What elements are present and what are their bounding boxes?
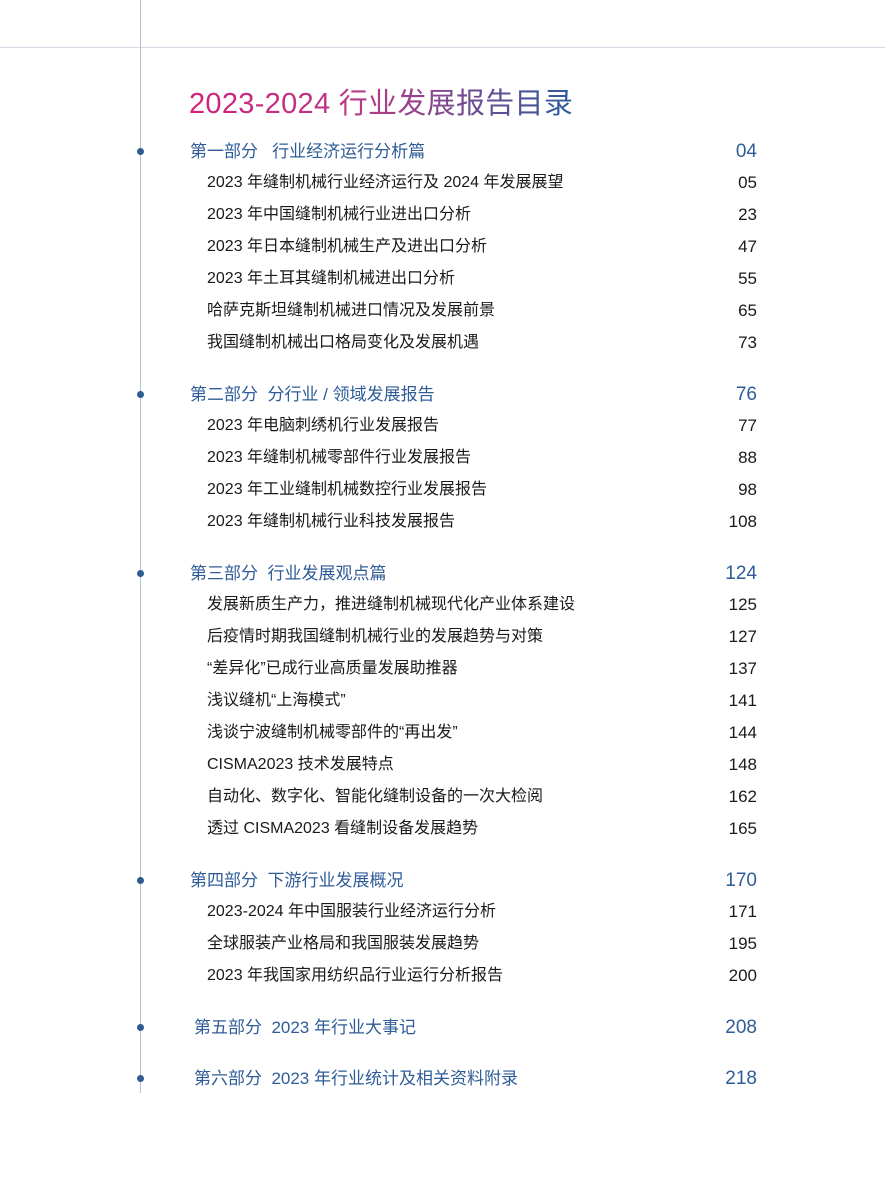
toc-section-4[interactable]: 第四部分 下游行业发展概况 170: [0, 869, 885, 893]
entry-page-number: 195: [728, 934, 757, 953]
section-title: 第四部分 下游行业发展概况: [190, 871, 404, 890]
toc-entry[interactable]: 透过 CISMA2023 看缝制设备发展趋势 165: [0, 817, 885, 841]
entry-page-number: 98: [738, 480, 757, 499]
toc-entry[interactable]: 全球服装产业格局和我国服装发展趋势 195: [0, 932, 885, 956]
entry-title: 2023 年缝制机械行业经济运行及 2024 年发展展望: [207, 174, 564, 191]
bullet-dot-icon: [137, 1075, 144, 1082]
toc-entry[interactable]: “差异化”已成行业高质量发展助推器 137: [0, 657, 885, 681]
entry-page-number: 47: [738, 237, 757, 256]
top-rule: [0, 47, 885, 48]
toc-entry[interactable]: 我国缝制机械出口格局变化及发展机遇 73: [0, 331, 885, 355]
toc-section-6[interactable]: 第六部分 2023 年行业统计及相关资料附录 218: [0, 1067, 885, 1091]
toc-entry[interactable]: 哈萨克斯坦缝制机械进口情况及发展前景 65: [0, 299, 885, 323]
section-page-number: 76: [735, 384, 757, 405]
section-title: 第三部分 行业发展观点篇: [190, 564, 387, 583]
section-title: 第五部分 2023 年行业大事记: [194, 1018, 416, 1037]
toc-entry[interactable]: 发展新质生产力，推进缝制机械现代化产业体系建设 125: [0, 593, 885, 617]
toc-entry[interactable]: 2023 年我国家用纺织品行业运行分析报告 200: [0, 964, 885, 988]
entry-title: 浅谈宁波缝制机械零部件的“再出发”: [207, 724, 458, 741]
entry-title: 透过 CISMA2023 看缝制设备发展趋势: [207, 820, 479, 837]
section-page-number: 04: [735, 141, 757, 162]
section-title: 第二部分 分行业 / 领域发展报告: [190, 385, 435, 404]
entry-title: 全球服装产业格局和我国服装发展趋势: [207, 935, 480, 952]
entry-title: CISMA2023 技术发展特点: [207, 756, 394, 773]
toc-entry[interactable]: 2023 年电脑刺绣机行业发展报告 77: [0, 414, 885, 438]
entry-title: 2023 年缝制机械行业科技发展报告: [207, 513, 456, 530]
entry-page-number: 165: [728, 819, 757, 838]
entry-page-number: 200: [728, 966, 757, 985]
section-page-number: 218: [725, 1068, 757, 1089]
toc-entry[interactable]: 浅议缝机“上海模式” 141: [0, 689, 885, 713]
entry-title: 2023-2024 年中国服装行业经济运行分析: [207, 903, 496, 920]
entry-title: 2023 年我国家用纺织品行业运行分析报告: [207, 967, 504, 984]
toc-entry[interactable]: 浅谈宁波缝制机械零部件的“再出发” 144: [0, 721, 885, 745]
entry-page-number: 137: [728, 659, 757, 678]
entry-page-number: 148: [728, 755, 757, 774]
bullet-dot-icon: [137, 570, 144, 577]
entry-page-number: 171: [728, 902, 757, 921]
bullet-dot-icon: [137, 148, 144, 155]
section-title: 第六部分 2023 年行业统计及相关资料附录: [194, 1069, 518, 1088]
entry-page-number: 141: [728, 691, 757, 710]
entry-title: 2023 年土耳其缝制机械进出口分析: [207, 270, 456, 287]
section-page-number: 170: [725, 870, 757, 891]
entry-page-number: 55: [738, 269, 757, 288]
entry-page-number: 108: [728, 512, 757, 531]
entry-title: 自动化、数字化、智能化缝制设备的一次大检阅: [207, 788, 544, 805]
entry-title: 后疫情时期我国缝制机械行业的发展趋势与对策: [207, 628, 544, 645]
toc-entry[interactable]: 2023 年日本缝制机械生产及进出口分析 47: [0, 235, 885, 259]
entry-page-number: 88: [738, 448, 757, 467]
entry-page-number: 162: [728, 787, 757, 806]
entry-title: 2023 年中国缝制机械行业进出口分析: [207, 206, 472, 223]
toc-section-5[interactable]: 第五部分 2023 年行业大事记 208: [0, 1016, 885, 1040]
entry-page-number: 125: [728, 595, 757, 614]
bullet-dot-icon: [137, 391, 144, 398]
entry-title: 哈萨克斯坦缝制机械进口情况及发展前景: [207, 302, 496, 319]
entry-title: 2023 年工业缝制机械数控行业发展报告: [207, 481, 488, 498]
entry-title: 2023 年缝制机械零部件行业发展报告: [207, 449, 472, 466]
toc-entry[interactable]: 2023 年工业缝制机械数控行业发展报告 98: [0, 478, 885, 502]
entry-page-number: 127: [728, 627, 757, 646]
section-title: 第一部分 行业经济运行分析篇: [190, 142, 426, 161]
toc-entry[interactable]: 2023 年缝制机械行业经济运行及 2024 年发展展望 05: [0, 171, 885, 195]
entry-title: 2023 年日本缝制机械生产及进出口分析: [207, 238, 488, 255]
toc-section-2[interactable]: 第二部分 分行业 / 领域发展报告 76: [0, 383, 885, 407]
entry-title: “差异化”已成行业高质量发展助推器: [207, 660, 458, 677]
entry-page-number: 65: [738, 301, 757, 320]
toc-section-1[interactable]: 第一部分 行业经济运行分析篇 04: [0, 140, 885, 164]
entry-page-number: 23: [738, 205, 757, 224]
toc-entry[interactable]: 2023-2024 年中国服装行业经济运行分析 171: [0, 900, 885, 924]
bullet-dot-icon: [137, 877, 144, 884]
toc-entry[interactable]: 2023 年缝制机械零部件行业发展报告 88: [0, 446, 885, 470]
bullet-dot-icon: [137, 1024, 144, 1031]
toc-entry[interactable]: 2023 年缝制机械行业科技发展报告 108: [0, 510, 885, 534]
entry-title: 2023 年电脑刺绣机行业发展报告: [207, 417, 440, 434]
toc-entry[interactable]: CISMA2023 技术发展特点 148: [0, 753, 885, 777]
entry-page-number: 144: [728, 723, 757, 742]
entry-page-number: 05: [738, 173, 757, 192]
section-page-number: 208: [725, 1017, 757, 1038]
entry-title: 浅议缝机“上海模式”: [207, 692, 346, 709]
entry-page-number: 73: [738, 333, 757, 352]
toc-entry[interactable]: 2023 年中国缝制机械行业进出口分析 23: [0, 203, 885, 227]
toc-section-3[interactable]: 第三部分 行业发展观点篇 124: [0, 562, 885, 586]
entry-page-number: 77: [738, 416, 757, 435]
page-title: 2023-2024 行业发展报告目录: [189, 80, 573, 122]
section-page-number: 124: [725, 563, 757, 584]
entry-title: 我国缝制机械出口格局变化及发展机遇: [207, 334, 480, 351]
toc-entry[interactable]: 自动化、数字化、智能化缝制设备的一次大检阅 162: [0, 785, 885, 809]
toc-entry[interactable]: 后疫情时期我国缝制机械行业的发展趋势与对策 127: [0, 625, 885, 649]
entry-title: 发展新质生产力，推进缝制机械现代化产业体系建设: [207, 596, 576, 613]
timeline-rule: [140, 0, 141, 1093]
toc-entry[interactable]: 2023 年土耳其缝制机械进出口分析 55: [0, 267, 885, 291]
